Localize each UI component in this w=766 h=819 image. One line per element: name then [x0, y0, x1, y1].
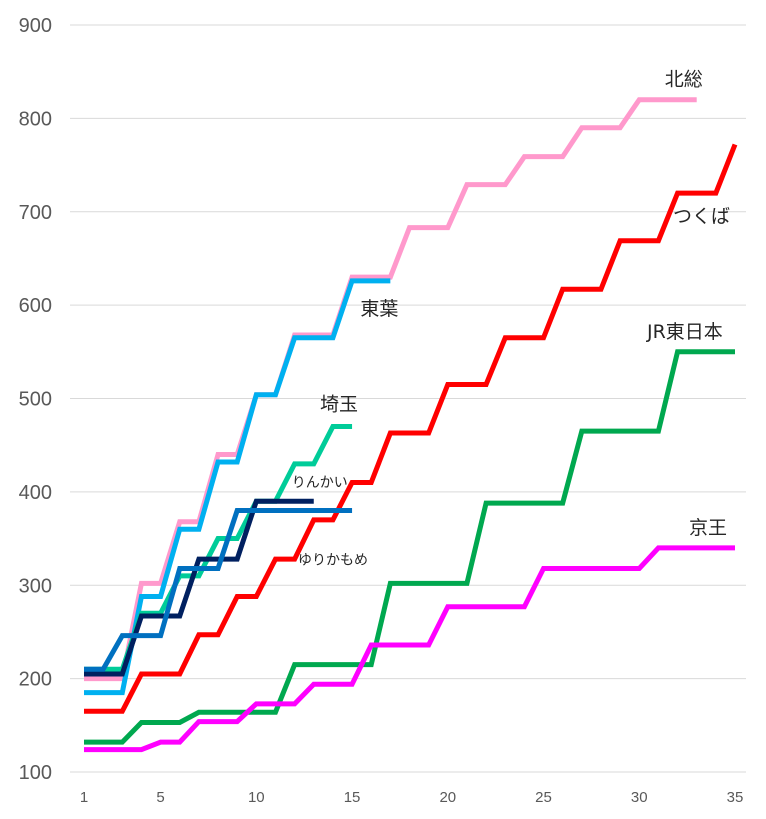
y-tick-label: 600 — [19, 295, 52, 317]
x-tick-label: 1 — [80, 789, 88, 806]
x-tick-label: 15 — [344, 789, 361, 806]
y-tick-label: 200 — [19, 669, 52, 691]
series-label: つくば — [673, 206, 730, 228]
series-label: ゆりかもめ — [298, 553, 368, 569]
x-tick-label: 20 — [439, 789, 456, 806]
x-tick-label: 5 — [156, 789, 164, 806]
series-line-0 — [84, 97, 697, 682]
series-line-6 — [84, 498, 314, 677]
y-tick-label: 700 — [19, 202, 52, 224]
y-tick-label: 100 — [19, 762, 52, 784]
y-tick-label: 300 — [19, 575, 52, 597]
series-label: 北総 — [665, 69, 703, 91]
y-tick-label: 900 — [19, 15, 52, 37]
series-label: りんかい — [292, 475, 348, 491]
series-label: JR東日本 — [646, 321, 723, 343]
x-tick-label: 30 — [631, 789, 648, 806]
x-axis-ticks: 1 5 10 15 20 25 30 35 — [80, 789, 744, 806]
y-axis-ticks: 100 200 300 400 500 600 700 800 900 — [19, 15, 52, 784]
series-label: 東葉 — [360, 298, 398, 320]
series-label: 京王 — [689, 517, 727, 539]
series-lines — [84, 97, 738, 753]
y-tick-label: 400 — [19, 482, 52, 504]
x-tick-label: 10 — [248, 789, 265, 806]
series-line-3 — [84, 545, 735, 753]
series-line-7 — [84, 508, 353, 672]
y-tick-label: 500 — [19, 389, 52, 411]
x-tick-label: 25 — [535, 789, 552, 806]
y-tick-label: 800 — [19, 108, 52, 130]
series-line-1 — [84, 143, 738, 714]
x-tick-label: 35 — [727, 789, 744, 806]
gridlines — [70, 24, 746, 773]
series-label: 埼玉 — [320, 394, 358, 416]
series-line-2 — [84, 349, 735, 745]
